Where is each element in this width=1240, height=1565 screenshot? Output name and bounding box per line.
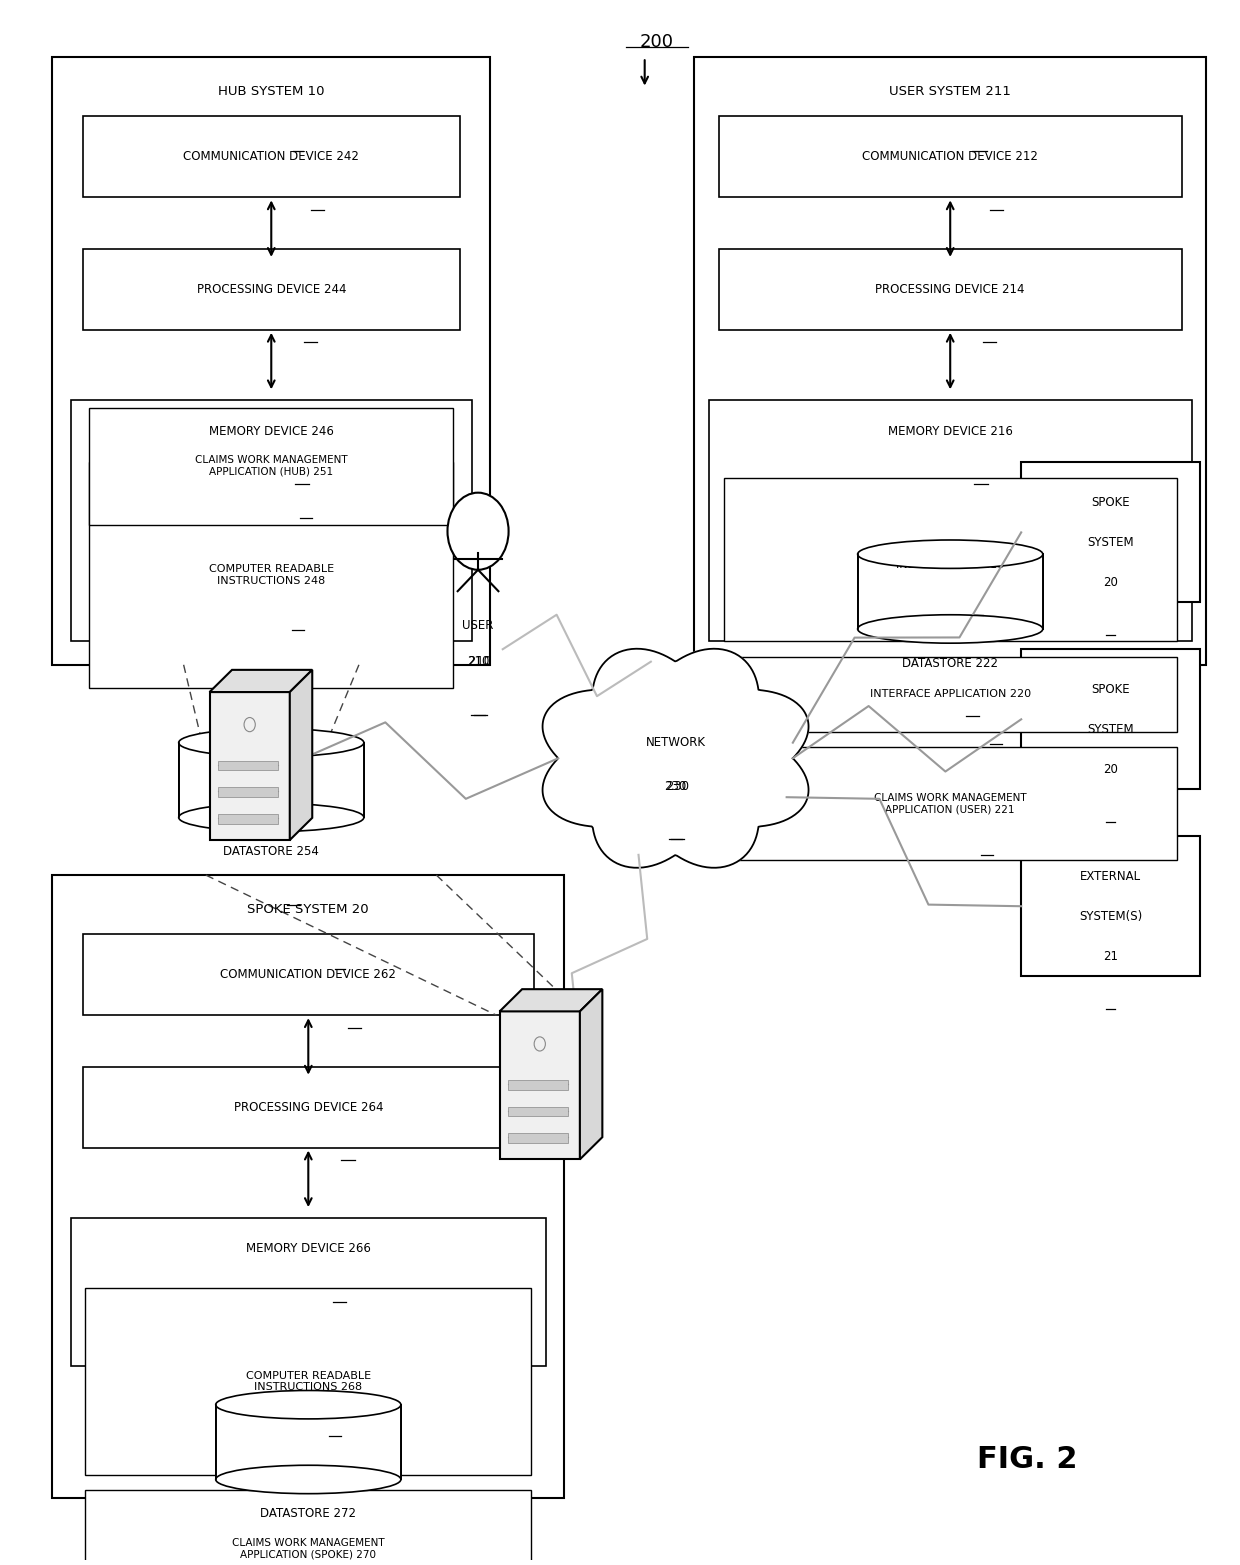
Bar (507, 1106, 568, 1116)
Bar (52, 58, 490, 665)
Bar (86, 1490, 531, 1565)
Text: CLAIMS WORK MANAGEMENT
APPLICATION (USER) 221: CLAIMS WORK MANAGEMENT APPLICATION (USER… (874, 792, 1027, 814)
Bar (216, 1405, 401, 1479)
Text: COMMUNICATION DEVICE 212: COMMUNICATION DEVICE 212 (862, 150, 1038, 163)
Text: SPOKE: SPOKE (1091, 496, 1130, 509)
Text: CLAIMS WORK MANAGEMENT
APPLICATION (HUB) 251: CLAIMS WORK MANAGEMENT APPLICATION (HUB)… (195, 455, 347, 477)
Text: HUB SYSTEM 10: HUB SYSTEM 10 (218, 85, 325, 99)
Bar (83, 934, 533, 1016)
Text: PROCESSING DEVICE 214: PROCESSING DEVICE 214 (875, 283, 1025, 296)
Text: 230: 230 (665, 779, 687, 793)
Ellipse shape (858, 540, 1043, 568)
Bar (1022, 649, 1200, 789)
Text: NETWORK: NETWORK (646, 736, 706, 750)
Text: DATASTORE 222: DATASTORE 222 (903, 657, 998, 670)
Circle shape (448, 493, 508, 570)
Text: 230: 230 (662, 779, 688, 793)
Bar (217, 787, 278, 797)
Bar (217, 761, 278, 770)
Ellipse shape (858, 615, 1043, 643)
Text: 210: 210 (465, 656, 491, 668)
Bar (858, 554, 1043, 629)
Text: 21: 21 (1104, 950, 1118, 962)
Polygon shape (580, 989, 603, 1160)
Text: INTERFACE APPLICATION 220: INTERFACE APPLICATION 220 (869, 690, 1030, 700)
Bar (858, 554, 1043, 629)
Ellipse shape (179, 803, 363, 831)
Text: DATASTORE 272: DATASTORE 272 (260, 1507, 356, 1520)
Text: 20: 20 (1104, 576, 1118, 588)
Ellipse shape (216, 1465, 401, 1493)
Bar (507, 1080, 568, 1089)
Text: 210: 210 (466, 656, 490, 668)
Bar (71, 401, 472, 642)
Bar (217, 1405, 399, 1477)
Ellipse shape (216, 1390, 401, 1419)
Text: MEMORY DEVICE 246: MEMORY DEVICE 246 (208, 424, 334, 438)
Polygon shape (543, 649, 808, 867)
Text: SYSTEM: SYSTEM (1087, 535, 1135, 549)
Bar (500, 1011, 580, 1160)
Bar (210, 692, 290, 840)
Text: SPOKE: SPOKE (1091, 682, 1130, 696)
Text: CLAIMS WORK MANAGEMENT
APPLICATION (SPOKE) 270: CLAIMS WORK MANAGEMENT APPLICATION (SPOK… (232, 1538, 384, 1560)
Text: MEMORY DEVICE 216: MEMORY DEVICE 216 (888, 424, 1013, 438)
Text: EXTERNAL: EXTERNAL (1080, 870, 1141, 883)
Bar (83, 249, 460, 330)
Polygon shape (500, 989, 603, 1011)
Bar (83, 1067, 533, 1147)
Bar (83, 116, 460, 197)
Text: FIG. 2: FIG. 2 (977, 1444, 1078, 1474)
Bar (724, 657, 1177, 732)
Text: PROCESSING DEVICE 244: PROCESSING DEVICE 244 (196, 283, 346, 296)
Bar (71, 1218, 546, 1366)
Text: USER SYSTEM 211: USER SYSTEM 211 (889, 85, 1011, 99)
Polygon shape (290, 670, 312, 840)
Bar (179, 743, 363, 817)
Text: COMMUNICATION DEVICE 242: COMMUNICATION DEVICE 242 (184, 150, 360, 163)
Bar (724, 748, 1177, 859)
Text: 20: 20 (1104, 762, 1118, 776)
Bar (89, 462, 454, 689)
Ellipse shape (179, 728, 363, 757)
Bar (1022, 462, 1200, 603)
Bar (179, 743, 363, 817)
Bar (719, 116, 1182, 197)
Bar (1022, 836, 1200, 977)
Text: COMPUTER READABLE
INSTRUCTIONS 218: COMPUTER READABLE INSTRUCTIONS 218 (888, 549, 1013, 571)
Text: COMMUNICATION DEVICE 262: COMMUNICATION DEVICE 262 (221, 969, 397, 981)
Text: PROCESSING DEVICE 264: PROCESSING DEVICE 264 (233, 1100, 383, 1114)
Bar (89, 408, 454, 524)
Bar (719, 249, 1182, 330)
Text: COMPUTER READABLE
INSTRUCTIONS 248: COMPUTER READABLE INSTRUCTIONS 248 (208, 565, 334, 585)
Bar (859, 554, 1042, 628)
Bar (86, 1288, 531, 1474)
Text: DATASTORE 254: DATASTORE 254 (223, 845, 319, 858)
Bar (724, 477, 1177, 642)
Bar (180, 743, 362, 815)
Bar (709, 401, 1192, 642)
Bar (52, 875, 564, 1498)
Text: SPOKE SYSTEM 20: SPOKE SYSTEM 20 (248, 903, 370, 916)
Polygon shape (210, 670, 312, 692)
Bar (217, 814, 278, 823)
Text: SYSTEM(S): SYSTEM(S) (1079, 909, 1142, 923)
Text: USER: USER (463, 620, 494, 632)
Bar (694, 58, 1207, 665)
Text: SYSTEM: SYSTEM (1087, 723, 1135, 736)
Text: COMPUTER READABLE
INSTRUCTIONS 268: COMPUTER READABLE INSTRUCTIONS 268 (246, 1371, 371, 1393)
Text: 200: 200 (640, 33, 675, 50)
Bar (216, 1405, 401, 1479)
Bar (507, 1133, 568, 1142)
Text: MEMORY DEVICE 266: MEMORY DEVICE 266 (246, 1243, 371, 1255)
